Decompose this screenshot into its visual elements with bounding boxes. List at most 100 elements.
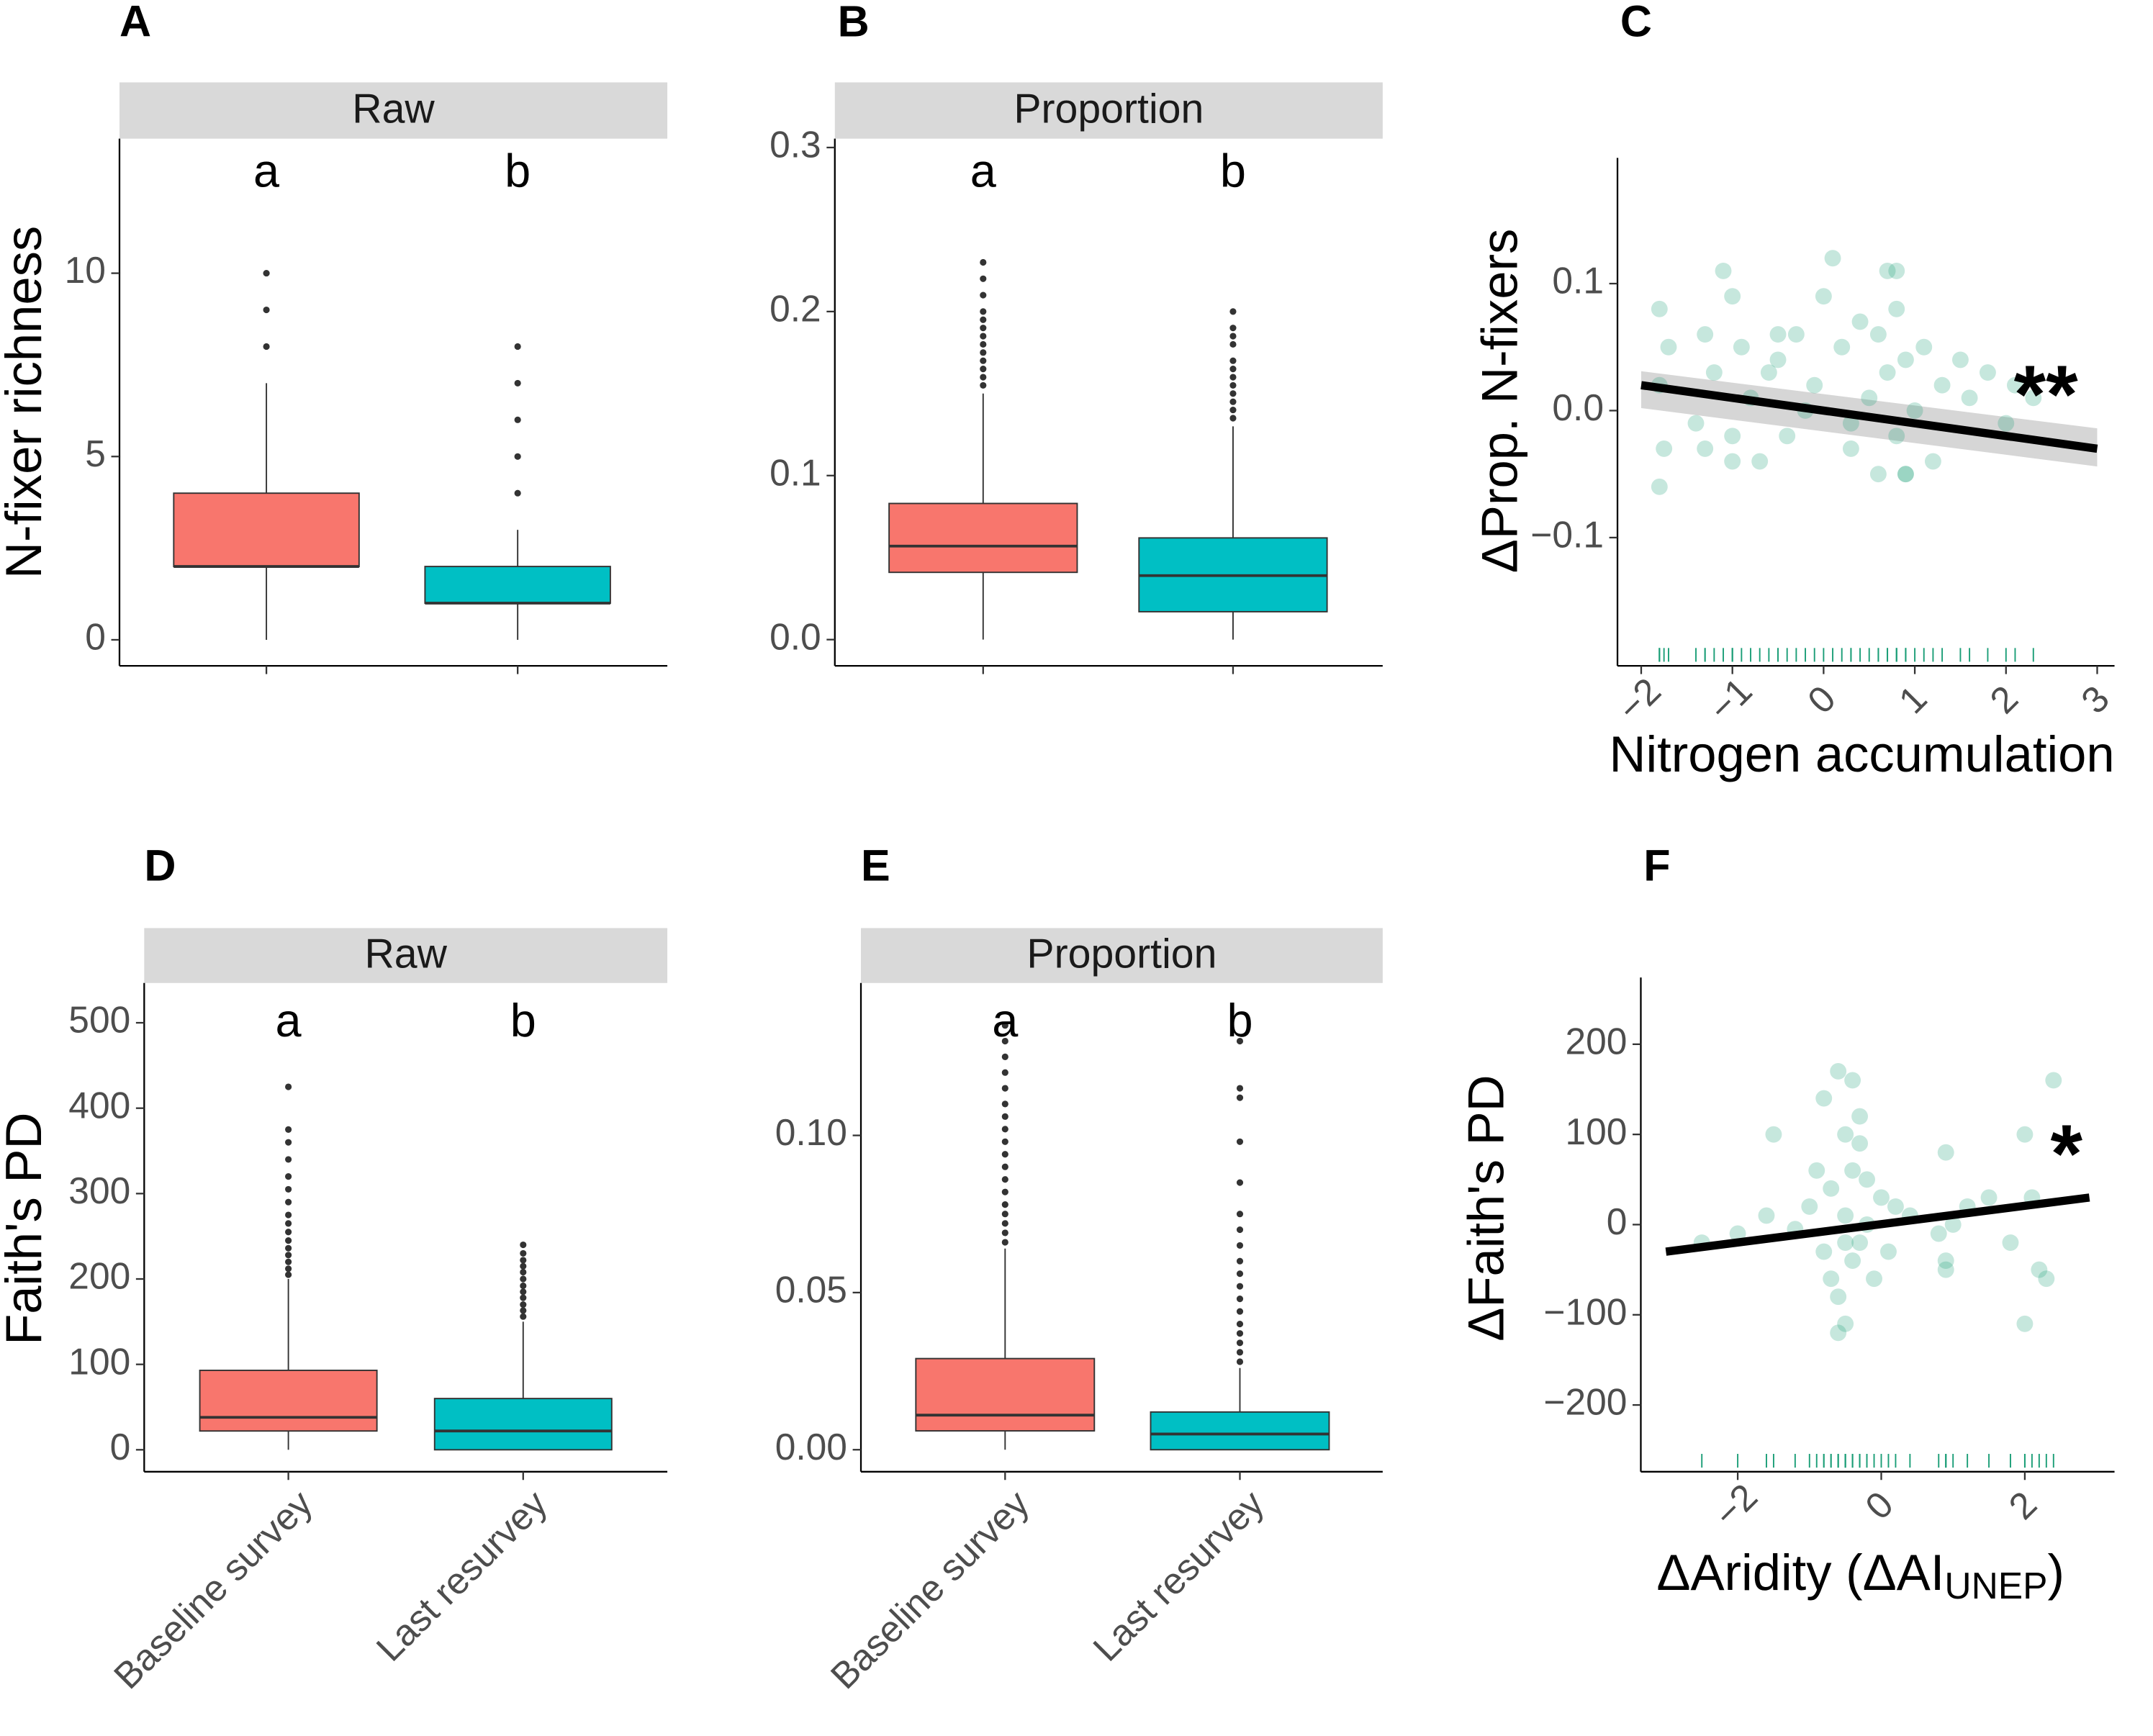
y-tick-label: 300 (68, 1170, 130, 1211)
point (1887, 1198, 1904, 1215)
point (2016, 1315, 2034, 1332)
y-tick-label: −200 (1543, 1381, 1627, 1423)
outlier (285, 1211, 292, 1219)
outlier (980, 325, 987, 332)
outlier (285, 1083, 292, 1090)
y-tick-label: 0.00 (775, 1426, 847, 1468)
outlier (520, 1275, 527, 1283)
point (1760, 364, 1777, 381)
point (1879, 262, 1896, 279)
outlier (263, 343, 270, 351)
outlier (285, 1271, 292, 1278)
y-tick-label: −100 (1543, 1290, 1627, 1332)
point (1859, 1171, 1875, 1188)
point (1806, 376, 1823, 394)
outlier (514, 453, 521, 460)
strip (861, 928, 1383, 983)
outlier (285, 1126, 292, 1133)
outlier (285, 1252, 292, 1259)
outlier (285, 1198, 292, 1206)
point (1844, 1252, 1861, 1270)
box (915, 1357, 1096, 1432)
panel-letter: A (119, 0, 151, 45)
point (1656, 440, 1673, 457)
outlier (980, 357, 987, 364)
point (1697, 440, 1714, 457)
y-tick-label: 0 (110, 1426, 131, 1468)
outlier (1229, 308, 1237, 315)
outlier (1236, 1330, 1244, 1337)
point (1837, 1315, 1854, 1332)
point (1851, 313, 1869, 330)
outlier (514, 489, 521, 497)
x-tick-label: 0 (1800, 677, 1843, 721)
point (2007, 376, 2023, 394)
outlier (1001, 1138, 1008, 1145)
point (1844, 1072, 1861, 1089)
panel-letter: D (144, 841, 176, 890)
point (1769, 351, 1787, 369)
point (1651, 300, 1668, 317)
x-tick-label: −2 (1610, 669, 1669, 729)
outlier (1236, 1226, 1244, 1234)
outlier (285, 1220, 292, 1227)
box (424, 566, 611, 604)
point (1880, 1243, 1897, 1260)
outlier (1001, 1176, 1008, 1183)
outlier (1236, 1094, 1244, 1101)
y-tick-label: 100 (1565, 1111, 1627, 1152)
outlier (1229, 381, 1237, 389)
point (1715, 262, 1732, 279)
outlier (1001, 1022, 1008, 1029)
outlier (1001, 1126, 1008, 1133)
point (1944, 1216, 1962, 1233)
point (1815, 288, 1832, 305)
outlier (980, 258, 987, 266)
outlier (1236, 1296, 1244, 1303)
point (1824, 250, 1841, 267)
point (1937, 1144, 1954, 1161)
y-tick-label: 200 (68, 1255, 130, 1297)
y-tick-label: 0.05 (775, 1269, 847, 1311)
outlier (980, 291, 987, 299)
outlier (520, 1301, 527, 1308)
outlier (980, 366, 987, 373)
y-tick-label: −0.1 (1530, 514, 1604, 556)
group-letter: b (505, 144, 531, 196)
point (1801, 1198, 1818, 1215)
y-axis-title: ΔProp. N-fixers (1471, 229, 1527, 573)
point (2025, 389, 2042, 407)
point (1830, 1062, 1847, 1080)
y-tick-label: 0.0 (769, 615, 821, 657)
outlier (1236, 1308, 1244, 1315)
strip-label: Raw (352, 86, 435, 132)
trend-line (1665, 1193, 2090, 1256)
y-tick-label: 100 (68, 1340, 130, 1382)
outlier (1229, 333, 1237, 340)
outlier (1001, 1239, 1008, 1246)
panel-letter: E (861, 841, 890, 890)
point (1769, 326, 1787, 343)
group-letter: b (1227, 994, 1252, 1046)
point (1751, 453, 1769, 470)
x-tick-label: Baseline survey (106, 1482, 320, 1696)
y-tick-label: 0.2 (769, 287, 821, 329)
y-tick-label: 400 (68, 1084, 130, 1126)
outlier (1236, 1270, 1244, 1278)
panel-letter: C (1620, 0, 1652, 45)
strip (119, 82, 668, 139)
outlier (1229, 374, 1237, 381)
outlier (980, 340, 987, 348)
outlier (263, 306, 270, 314)
outlier (1001, 1229, 1008, 1237)
strip (834, 82, 1383, 139)
outlier (520, 1313, 527, 1320)
y-tick-label: 0 (85, 616, 106, 658)
x-tick-label: −2 (1706, 1475, 1766, 1535)
outlier (514, 343, 521, 351)
outlier (514, 416, 521, 423)
outlier (285, 1244, 292, 1252)
annotation: * (2051, 1108, 2083, 1200)
point (2016, 1126, 2034, 1143)
point (1705, 364, 1723, 381)
